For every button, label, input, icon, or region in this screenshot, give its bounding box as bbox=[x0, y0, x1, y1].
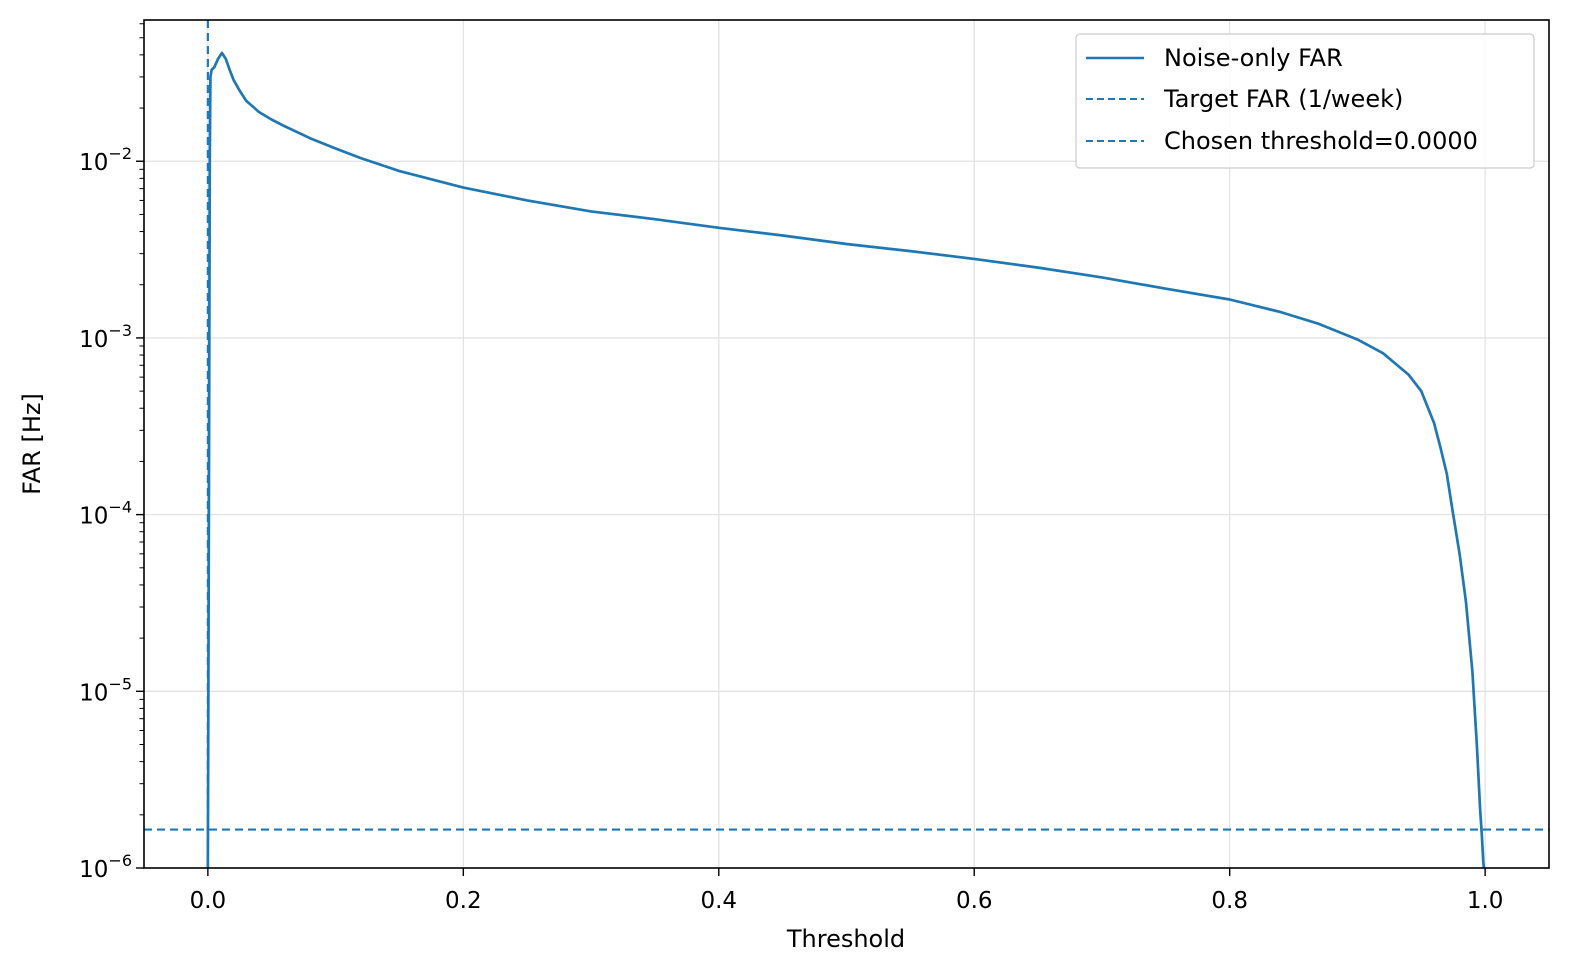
x-tick-label: 0.4 bbox=[700, 888, 737, 914]
x-tick-label: 0.8 bbox=[1211, 888, 1248, 914]
series-line-noise-only-far bbox=[206, 51, 1486, 868]
y-tick-label-exponent: −6 bbox=[108, 851, 132, 870]
y-tick-label-exponent: −3 bbox=[108, 321, 132, 340]
x-tick-label: 0.6 bbox=[956, 888, 993, 914]
x-tick-label: 0.0 bbox=[190, 888, 227, 914]
legend-label-target-far: Target FAR (1/week) bbox=[1163, 85, 1403, 113]
y-tick-label: 10−6 bbox=[79, 851, 132, 883]
legend-box bbox=[1075, 33, 1535, 169]
y-tick-label-exponent: −4 bbox=[108, 498, 132, 517]
axis-ticks: 0.0 0.2 0.4 0.6 0.8 1.010−610−510−410−310−2 bbox=[79, 23, 1504, 914]
y-tick-label: 10−2 bbox=[79, 144, 132, 176]
y-tick-label-exponent: −5 bbox=[108, 674, 132, 693]
x-axis-title: Threshold bbox=[786, 925, 905, 953]
x-tick-label: 0.2 bbox=[445, 888, 482, 914]
x-tick-label: 1.0 bbox=[1467, 888, 1504, 914]
y-tick-label-exponent: −2 bbox=[108, 144, 132, 163]
y-tick-label-base: 10 bbox=[79, 504, 108, 530]
y-tick-label: 10−5 bbox=[79, 674, 132, 706]
y-tick-label-base: 10 bbox=[79, 150, 108, 176]
y-tick-label-base: 10 bbox=[79, 327, 108, 353]
plot-frame bbox=[143, 19, 1550, 869]
legend: Noise-only FAR Target FAR (1/week) Chose… bbox=[1075, 33, 1535, 169]
legend-label-chosen-threshold: Chosen threshold=0.0000 bbox=[1164, 127, 1478, 155]
y-tick-label: 10−4 bbox=[79, 498, 132, 530]
y-tick-label-base: 10 bbox=[79, 857, 108, 883]
y-tick-label: 10−3 bbox=[79, 321, 132, 353]
plot-series bbox=[144, 20, 1549, 868]
y-axis-title: FAR [Hz] bbox=[18, 393, 46, 495]
y-tick-label-base: 10 bbox=[79, 680, 108, 706]
legend-label-noise-only-far: Noise-only FAR bbox=[1164, 44, 1343, 72]
